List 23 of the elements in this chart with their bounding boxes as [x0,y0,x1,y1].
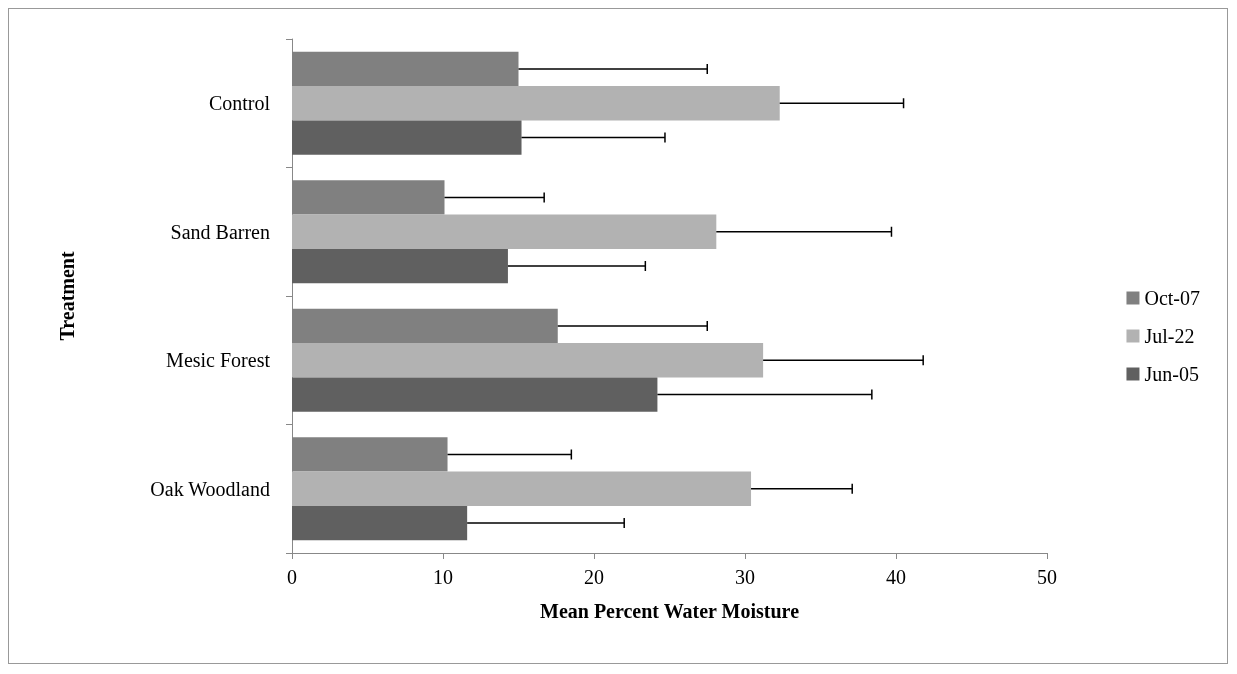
bar [292,214,717,249]
x-tick-label: 50 [1037,566,1057,588]
bar [292,86,780,121]
y-tick-label: Mesic Forest [166,349,271,372]
y-axis-title: Treatment [56,251,78,341]
legend-label: Oct-07 [1144,287,1201,309]
bar [292,248,508,284]
y-tick-label: Oak Woodland [150,477,270,500]
x-tick-label: 30 [735,566,755,588]
bar [292,505,468,541]
bar [292,120,522,155]
x-tick-label: 0 [287,566,297,588]
x-tick-label: 10 [433,566,453,588]
bar [292,343,764,378]
bar [292,377,658,412]
legend-label: Jul-22 [1144,325,1195,347]
bar [292,471,752,506]
legend-label: Jun-05 [1144,363,1199,385]
y-tick-label: Sand Barren [170,220,270,243]
x-tick-label: 20 [584,566,604,588]
y-tick-label: Control [208,92,271,115]
x-axis-title: Mean Percent Water Moisture [539,600,800,622]
x-tick-label: 40 [886,566,906,588]
